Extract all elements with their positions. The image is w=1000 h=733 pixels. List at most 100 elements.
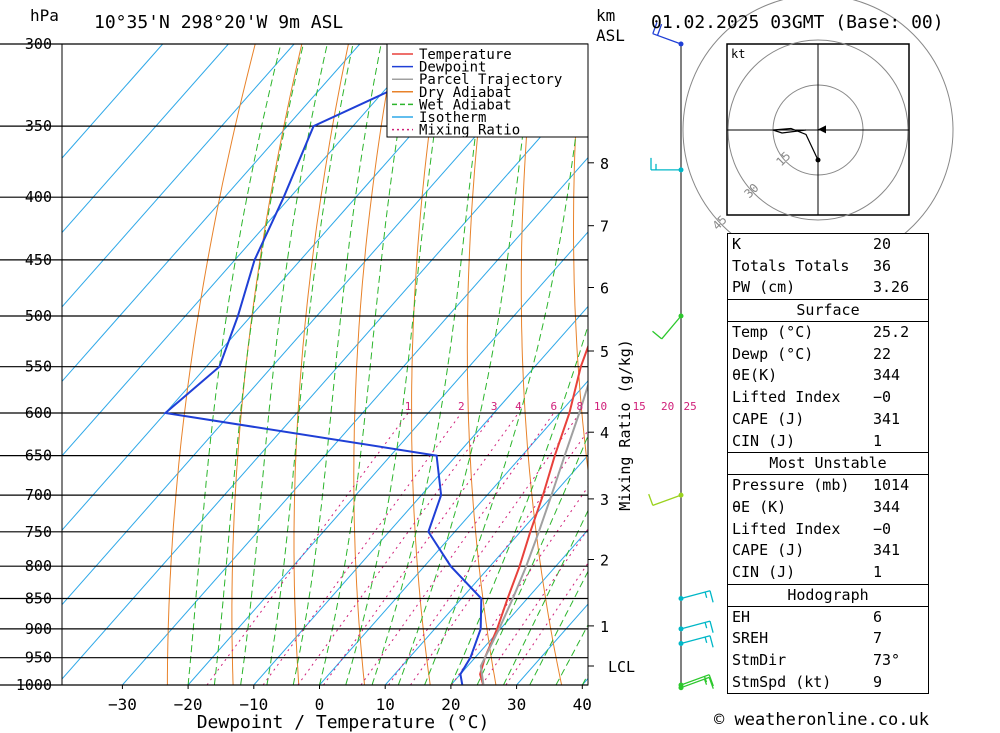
index-row: EH 6 — [728, 607, 928, 629]
hodograph-section: Hodograph EH 6 SREH 7 StmDir 73° StmSpd (kt) 9 — [728, 583, 928, 694]
pressure-tick-label: 1000 — [16, 676, 52, 694]
pressure-tick-label: 700 — [25, 486, 52, 504]
index-value: 20 — [873, 235, 892, 253]
wind-level-dot — [678, 41, 684, 47]
wet-adiabat-line — [213, 44, 304, 685]
temperature-tick-label: −30 — [108, 695, 137, 714]
index-label: Lifted Index — [732, 388, 841, 407]
index-label: CAPE (J) — [732, 409, 805, 428]
index-value: 73° — [873, 651, 901, 669]
index-row: PW (cm) 3.26 — [728, 277, 928, 299]
pressure-tick-label: 750 — [25, 523, 52, 541]
wind-level-dot — [678, 685, 684, 691]
isotherm-line — [62, 44, 492, 531]
pressure-tick-label: 300 — [25, 35, 52, 53]
legend-label: Mixing Ratio — [419, 123, 520, 139]
surface-section: Surface Temp (°C) 25.2 Dewp (°C) 22 θE(K) 344… — [728, 299, 928, 452]
index-label: StmDir — [732, 651, 787, 669]
most-unstable-section: Most Unstable Pressure (mb) 1014 θE (K) 344… — [728, 452, 928, 583]
pressure-tick-label: 800 — [25, 557, 52, 575]
wind-barb-flag — [709, 635, 714, 648]
isotherm-line — [62, 44, 295, 308]
series-parcel-trajectory — [479, 382, 588, 685]
datetime-title: 01.02.2025 03GMT (Base: 00) — [651, 12, 944, 33]
index-value: 344 — [873, 366, 901, 385]
mixing-ratio-label: 1 — [405, 400, 412, 413]
index-value: 341 — [873, 541, 901, 560]
isotherm-line — [62, 44, 229, 234]
temperature-tick-label: 0 — [315, 695, 325, 714]
index-row: StmDir 73° — [728, 650, 928, 672]
pressure-tick-label: 550 — [25, 358, 52, 376]
isobar-lines — [0, 43, 588, 686]
altitude-tick-label: 5 — [600, 343, 609, 361]
wind-barb-shaft — [652, 33, 682, 45]
index-value: 7 — [873, 629, 883, 648]
wet-adiabat-line — [240, 44, 328, 685]
credit-text[interactable]: © weatheronline.co.uk — [714, 710, 929, 730]
general-indices: K 20 Totals Totals 36 PW (cm) 3.26 — [728, 234, 928, 299]
asl-label: ASL — [596, 26, 625, 45]
wind-profile — [648, 22, 714, 691]
dry-adiabat-line — [954, 44, 1000, 685]
mixing-ratio-line — [451, 485, 588, 685]
index-row: SREH 7 — [728, 628, 928, 650]
index-row: K 20 — [728, 234, 928, 256]
altitude-tick-label: 1 — [600, 618, 609, 636]
index-value: −0 — [873, 388, 892, 407]
index-label: EH — [732, 607, 751, 626]
index-value: 22 — [873, 344, 892, 363]
wind-barb-shaft — [661, 315, 682, 340]
wind-level-dot — [678, 167, 684, 173]
wind-barb-shaft — [652, 494, 682, 507]
temperature-tick-label: 40 — [573, 695, 592, 714]
pressure-tick-label: 500 — [25, 307, 52, 325]
dry-adiabat-line — [520, 44, 563, 685]
mixing-ratio-label: 20 — [661, 400, 674, 413]
mixing-ratio-label: 6 — [550, 400, 557, 413]
hodograph-surface-point — [815, 157, 821, 163]
temperature-tick-label: −20 — [174, 695, 203, 714]
index-value: −0 — [873, 519, 892, 538]
surface-title: Surface — [728, 300, 928, 323]
pressure-tick-label: 400 — [25, 188, 52, 206]
wind-barb-half — [704, 591, 708, 598]
series-dewpoint — [163, 44, 492, 685]
dry-adiabat-line — [624, 44, 693, 685]
mixing-ratio-label: 3 — [491, 400, 498, 413]
isotherm-line — [62, 44, 361, 383]
x-axis-label: Dewpoint / Temperature (°C) — [197, 712, 490, 733]
index-value: 1 — [873, 431, 883, 450]
wind-level-dot — [678, 641, 684, 646]
index-label: CAPE (J) — [732, 541, 805, 560]
most-unstable-title: Most Unstable — [728, 453, 928, 476]
temperature-tick-label: 30 — [507, 695, 526, 714]
index-label: Temp (°C) — [732, 323, 814, 342]
wind-barb-half — [704, 622, 708, 629]
isotherm-line — [253, 305, 588, 685]
index-label: PW (cm) — [732, 278, 796, 297]
isotherm-line — [450, 528, 588, 685]
hodograph-title: Hodograph — [728, 585, 928, 607]
wind-level-dot — [678, 492, 684, 498]
isotherm-line — [62, 44, 164, 159]
location-title: 10°35'N 298°20'W 9m ASL — [94, 12, 343, 33]
index-label: θE (K) — [732, 497, 787, 516]
dry-adiabat-line — [353, 44, 396, 685]
wet-adiabat-line — [292, 44, 382, 685]
index-value: 344 — [873, 497, 901, 516]
dry-adiabat-line — [411, 44, 442, 685]
index-row: CAPE (J) 341 — [728, 540, 928, 562]
index-value: 6 — [873, 607, 883, 626]
isotherm-line — [122, 156, 588, 685]
index-label: CIN (J) — [732, 431, 796, 450]
pressure-tick-label: 950 — [25, 649, 52, 667]
legend-label: Isotherm — [419, 110, 486, 126]
index-row: Dewp (°C) 22 — [728, 344, 928, 366]
temperature-tick-label: 20 — [441, 695, 460, 714]
index-label: SREH — [732, 629, 769, 648]
altitude-tick-label: 3 — [600, 491, 609, 509]
index-row: CIN (J) 1 — [728, 431, 928, 453]
